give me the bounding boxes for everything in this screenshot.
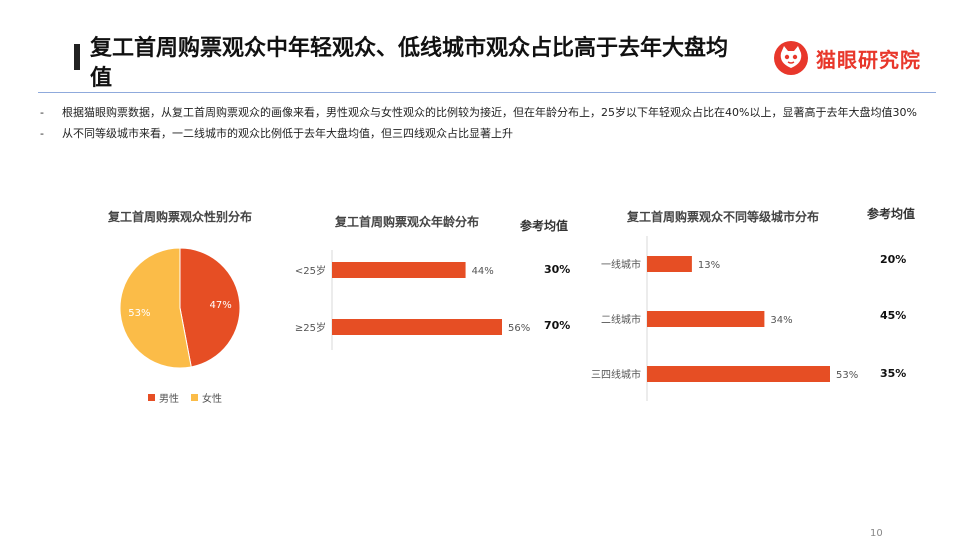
category-label: 三四线城市 bbox=[591, 368, 641, 381]
bullet-marker: - bbox=[40, 106, 44, 119]
city-bar-chart: 一线城市 13% 二线城市 34% 三四线城市 53% bbox=[591, 236, 858, 401]
age-reference-value: 30% bbox=[544, 263, 571, 276]
city-reference-label: 参考均值 bbox=[867, 207, 916, 221]
legend-item-female: 女性 bbox=[191, 390, 222, 405]
category-label: <25岁 bbox=[295, 264, 326, 277]
bar-value-label: 56% bbox=[508, 323, 530, 334]
age-bar-chart: <25岁 44% ≥25岁 56% bbox=[295, 250, 530, 350]
pie-value-label: 53% bbox=[128, 308, 150, 319]
legend-label: 女性 bbox=[202, 394, 222, 405]
age-reference-value: 70% bbox=[544, 319, 571, 332]
page-number: 10 bbox=[870, 528, 883, 539]
city-chart-title: 复工首周购票观众不同等级城市分布 bbox=[627, 210, 820, 224]
cat-face-icon bbox=[774, 41, 808, 75]
bar-value-label: 53% bbox=[836, 370, 858, 381]
category-label: 一线城市 bbox=[601, 258, 641, 271]
bullet-item: - 从不同等级城市来看，一二线城市的观众比例低于去年大盘均值，但三四线观众占比显… bbox=[38, 123, 928, 144]
header-divider bbox=[38, 92, 936, 93]
bar-value-label: 34% bbox=[770, 315, 792, 326]
summary-bullets: - 根据猫眼购票数据，从复工首周购票观众的画像来看，男性观众与女性观众的比例较为… bbox=[38, 102, 928, 144]
legend-swatch bbox=[148, 394, 155, 401]
page-title: 复工首周购票观众中年轻观众、低线城市观众占比高于去年大盘均值 bbox=[90, 36, 729, 91]
category-label: ≥25岁 bbox=[295, 321, 326, 334]
brand-name: 猫眼研究院 bbox=[816, 47, 921, 72]
bullet-text: 从不同等级城市来看，一二线城市的观众比例低于去年大盘均值，但三四线观众占比显著上… bbox=[62, 127, 513, 140]
bullet-marker: - bbox=[40, 127, 44, 140]
pie-slice-female bbox=[119, 247, 192, 369]
gender-pie-chart: 47% 53% bbox=[119, 247, 241, 369]
bullet-item: - 根据猫眼购票数据，从复工首周购票观众的画像来看，男性观众与女性观众的比例较为… bbox=[38, 102, 928, 123]
bullet-text: 根据猫眼购票数据，从复工首周购票观众的画像来看，男性观众与女性观众的比例较为接近… bbox=[62, 106, 917, 119]
pie-value-label: 47% bbox=[210, 300, 232, 311]
bar-value-label: 13% bbox=[698, 260, 720, 271]
pie-slice-male bbox=[179, 247, 241, 368]
gender-chart-title: 复工首周购票观众性别分布 bbox=[108, 210, 253, 224]
bar bbox=[647, 366, 830, 382]
age-chart-title: 复工首周购票观众年龄分布 bbox=[335, 215, 480, 229]
city-reference-value: 35% bbox=[880, 367, 907, 380]
city-reference-value: 45% bbox=[880, 309, 907, 322]
bar bbox=[332, 319, 502, 335]
legend-swatch bbox=[191, 394, 198, 401]
age-reference-label: 参考均值 bbox=[520, 219, 569, 233]
bar-value-label: 44% bbox=[472, 266, 494, 277]
bar bbox=[647, 311, 765, 327]
legend-item-male: 男性 bbox=[148, 390, 179, 405]
bar bbox=[332, 262, 466, 278]
gender-legend: 男性 女性 bbox=[148, 390, 234, 405]
category-label: 二线城市 bbox=[601, 313, 641, 326]
city-reference-value: 20% bbox=[880, 253, 907, 266]
legend-label: 男性 bbox=[159, 394, 179, 405]
bar bbox=[647, 256, 692, 272]
brand-logo: 猫眼研究院 bbox=[774, 38, 921, 78]
title-accent-bar bbox=[74, 44, 80, 70]
